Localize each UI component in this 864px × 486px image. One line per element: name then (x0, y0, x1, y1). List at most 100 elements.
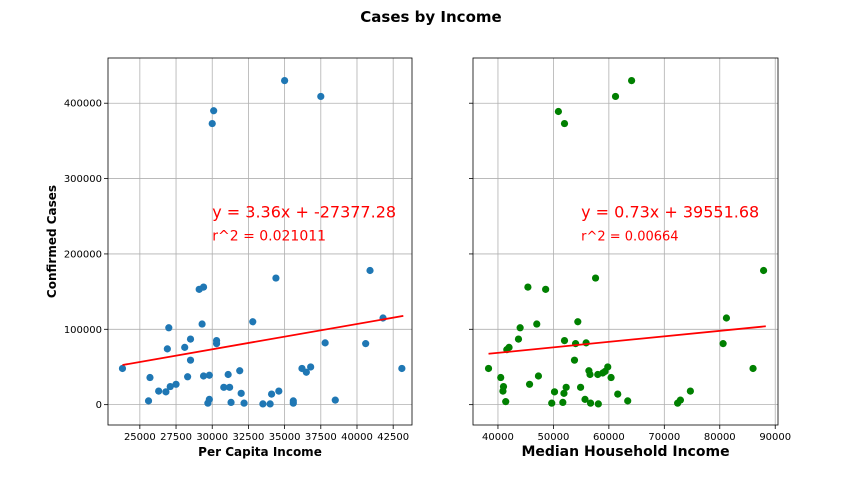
y-tick-label: 400000 (64, 99, 102, 110)
data-point (198, 320, 206, 328)
data-point (266, 400, 274, 408)
data-point (240, 399, 248, 407)
data-point (628, 77, 636, 85)
data-point (484, 364, 493, 373)
data-point (210, 107, 218, 115)
data-point (321, 339, 329, 347)
regression-equation: y = 0.73x + 39551.68 (581, 202, 759, 221)
y-tick-label: 300000 (64, 174, 102, 185)
data-point (574, 318, 582, 326)
x-tick-label: 25000 (124, 432, 156, 443)
data-point (505, 343, 513, 351)
x-tick-label: 40000 (341, 432, 373, 443)
data-point (302, 368, 310, 376)
subplot-2: 40000 50000 60000 70000 80000 90000 y = 0.73x … (469, 57, 791, 460)
data-point (560, 119, 569, 128)
data-point (581, 395, 589, 403)
data-point (576, 383, 585, 391)
data-point (118, 364, 127, 373)
data-point (212, 336, 221, 345)
data-point (162, 388, 170, 396)
x-axis-label: Median Household Income (521, 444, 729, 460)
data-point (624, 397, 632, 405)
data-point (199, 372, 208, 380)
data-point (534, 372, 543, 380)
data-point (249, 318, 257, 326)
data-point (181, 343, 189, 351)
data-point (226, 383, 234, 391)
y-tick-label: 200000 (64, 249, 102, 260)
data-point (184, 373, 192, 381)
data-point (317, 92, 325, 101)
x-tick-label: 70000 (648, 432, 680, 443)
data-point (144, 397, 153, 405)
data-point (749, 364, 757, 373)
data-point (591, 274, 600, 282)
data-point (525, 380, 534, 388)
data-point (208, 119, 216, 128)
x-tick-label: 32500 (233, 432, 265, 443)
data-point (272, 274, 280, 282)
y-tick-label: 100000 (64, 325, 102, 336)
x-tick-label: 30000 (196, 432, 228, 443)
data-point (497, 373, 505, 382)
data-point (398, 364, 406, 373)
data-point (586, 399, 595, 407)
data-point (155, 387, 163, 395)
data-point (163, 345, 171, 353)
data-point (166, 382, 174, 391)
data-point (759, 266, 768, 275)
data-point (548, 399, 556, 407)
data-point (502, 398, 510, 406)
data-point (586, 370, 594, 379)
x-tick-label: 42500 (377, 432, 409, 443)
subplot-1: 25000 27500 30000 32500 35000 37500 40000 42500… (45, 57, 413, 459)
data-point (607, 373, 615, 382)
data-point (165, 324, 173, 332)
data-point (331, 396, 339, 404)
x-tick-label: 35000 (269, 432, 301, 443)
data-point (499, 382, 508, 391)
data-point (237, 389, 245, 397)
data-point (186, 356, 195, 364)
data-point (514, 335, 523, 343)
data-point (560, 336, 569, 345)
data-point (236, 367, 244, 375)
data-point (614, 390, 622, 398)
x-tick-label: 80000 (704, 432, 736, 443)
x-tick-label: 50000 (538, 432, 570, 443)
data-point (542, 285, 550, 293)
x-tick-label: 60000 (593, 432, 625, 443)
data-point (594, 400, 602, 408)
x-tick-label: 27500 (160, 432, 192, 443)
data-point (199, 283, 208, 291)
figure-title: Cases by Income (360, 8, 501, 26)
data-point (220, 383, 228, 391)
y-axis-label: Confirmed Cases (45, 185, 59, 298)
data-point (676, 396, 685, 404)
data-point (604, 363, 612, 371)
data-point (559, 398, 567, 406)
data-point (570, 356, 579, 364)
plot-area (473, 58, 778, 425)
r-squared-label: r^2 = 0.021011 (212, 228, 326, 244)
x-axis-label: Per Capita Income (198, 445, 322, 459)
regression-equation: y = 3.36x + -27377.28 (212, 202, 396, 221)
regression-line (488, 325, 766, 355)
data-point (550, 388, 559, 396)
r-squared-label: r^2 = 0.00664 (581, 229, 678, 244)
data-point (227, 398, 235, 406)
data-point (719, 340, 727, 348)
axes-frame (107, 57, 413, 426)
data-point (172, 380, 180, 388)
data-point (224, 370, 232, 379)
data-point (582, 339, 590, 347)
data-point (611, 92, 620, 101)
data-point (554, 107, 563, 116)
data-point (562, 383, 570, 391)
data-point (686, 387, 694, 395)
x-tick-label: 37500 (305, 432, 337, 443)
data-point (205, 395, 213, 403)
axes-frame (472, 57, 779, 426)
